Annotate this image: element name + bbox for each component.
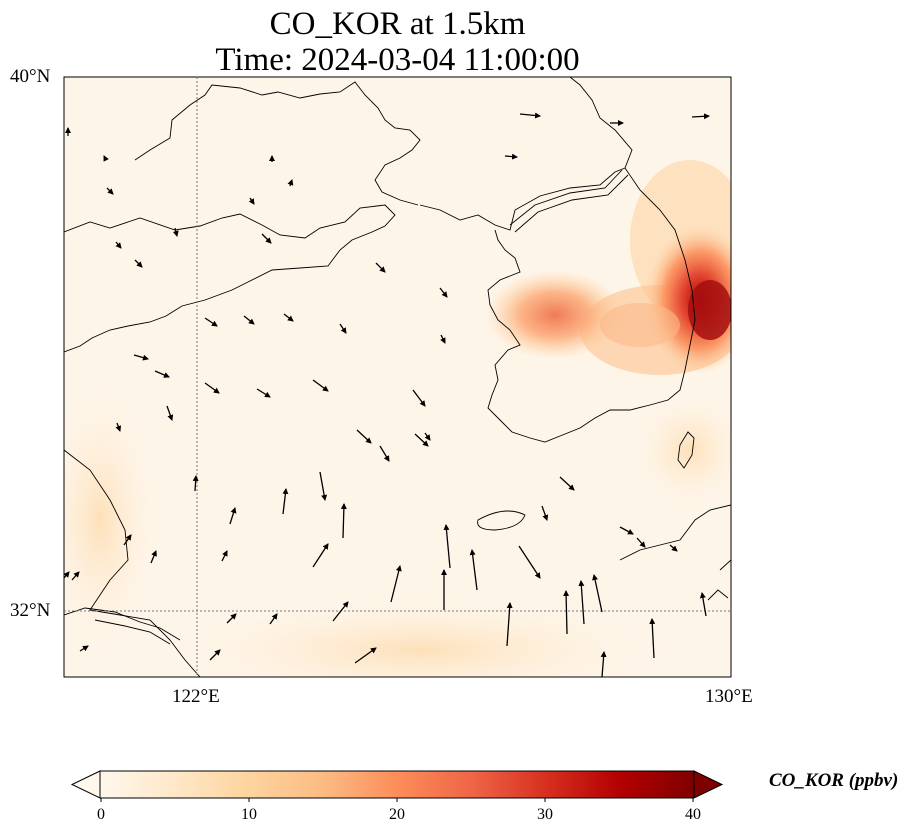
lon-tick-label: 122°E <box>172 686 220 707</box>
colorbar-tick-label: 30 <box>537 806 553 823</box>
colorbar <box>70 770 724 802</box>
map-title: CO_KOR at 1.5km <box>269 6 526 42</box>
colorbar-tick-label: 10 <box>241 806 257 823</box>
colorbar-tick-label: 0 <box>97 806 105 823</box>
colorbar-min-extend <box>70 770 101 799</box>
coastlines <box>64 77 731 677</box>
gridlines <box>64 77 731 677</box>
colorbar-tick-label: 40 <box>685 806 701 823</box>
lat-tick-label: 32°N <box>10 600 51 621</box>
wind-vectors <box>64 112 710 677</box>
map-time-subtitle: Time: 2024-03-04 11:00:00 <box>215 42 580 78</box>
colorbar-max-extend <box>693 770 724 799</box>
lon-tick-label: 130°E <box>705 686 753 707</box>
map-frame <box>63 76 732 678</box>
co-concentration-field <box>64 77 731 677</box>
lat-tick-label: 40°N <box>10 66 51 87</box>
colorbar-label: CO_KOR (ppbv) <box>769 770 899 791</box>
colorbar-tick-label: 20 <box>389 806 405 823</box>
